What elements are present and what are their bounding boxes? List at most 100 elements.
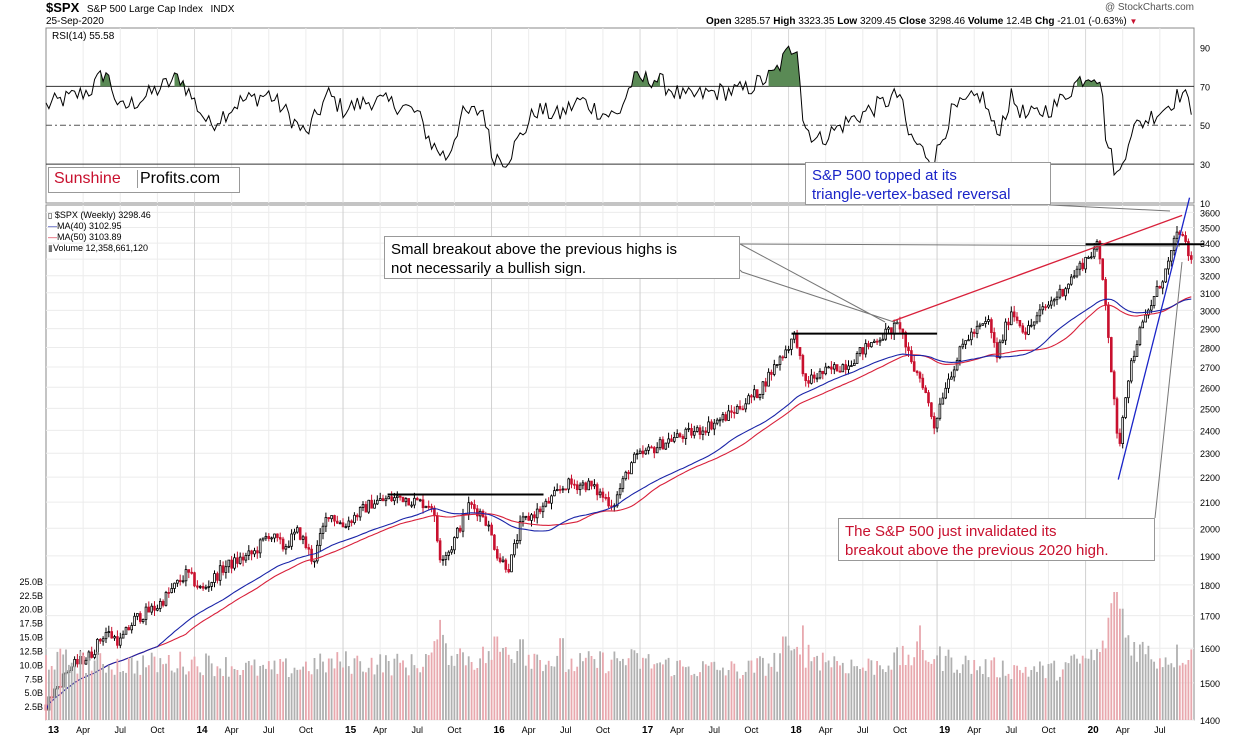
volume-bar [205, 653, 207, 720]
candle-body [693, 430, 696, 436]
candle-body [747, 395, 750, 405]
volume-bar [536, 654, 539, 720]
volume-bar [416, 668, 419, 720]
candle-body [1110, 337, 1113, 373]
candle-body [1152, 295, 1156, 306]
price-tick-label: 2200 [1200, 473, 1220, 483]
candle-body [250, 550, 253, 555]
volume-tick-label: 7.5B [24, 674, 43, 684]
volume-bar [510, 659, 513, 720]
candle-body [1084, 256, 1087, 270]
volume-bar [162, 664, 164, 720]
candle-body [373, 503, 376, 509]
volume-bar [542, 671, 544, 720]
candle-body [964, 340, 967, 345]
candle-body [1024, 331, 1027, 335]
volume-bar [1010, 679, 1013, 720]
volume-bar [110, 669, 113, 720]
legend-volume: ▮Volume 12,358,661,120 [48, 243, 149, 253]
volume-bar [1176, 644, 1178, 720]
volume-bar [924, 660, 927, 720]
candle-body [350, 520, 353, 524]
volume-bar [222, 676, 224, 720]
ma50-swatch-icon: — [48, 232, 57, 242]
candle-body [855, 352, 859, 364]
candle-body [1132, 355, 1136, 362]
volume-bar [864, 670, 867, 720]
volume-bar [319, 653, 322, 720]
candle-body [244, 555, 248, 561]
volume-bar [1067, 663, 1070, 720]
candle-body [307, 547, 311, 550]
volume-bar [1013, 665, 1016, 720]
volume-bar [82, 655, 84, 720]
candle-body [824, 366, 827, 375]
volume-bar [1147, 645, 1150, 720]
candle-body [798, 346, 802, 356]
candle-body [224, 566, 228, 573]
volume-bar [504, 647, 507, 720]
volume-bar [713, 661, 716, 720]
x-tick-label: Apr [373, 725, 387, 735]
x-tick-label: Jul [1154, 725, 1166, 735]
candle-body [398, 495, 402, 498]
ohlc-summary: Open 3285.57 High 3323.35 Low 3209.45 Cl… [706, 16, 1137, 27]
candle-body [710, 421, 713, 430]
candle-body [535, 508, 539, 519]
volume-bar [73, 665, 76, 720]
candle-body [455, 527, 459, 538]
volume-bar [659, 662, 661, 720]
volume-bar [673, 675, 676, 720]
volume-bar [122, 671, 124, 720]
candle-body [875, 340, 879, 343]
candle-body [898, 322, 902, 330]
volume-bar [564, 672, 567, 720]
candle-body [741, 408, 745, 411]
volume-bar [753, 672, 756, 720]
volume-bar [530, 668, 533, 720]
volume-bar [247, 661, 250, 720]
volume-bar [570, 658, 573, 720]
candle-body [790, 338, 793, 350]
volume-bar [490, 659, 493, 720]
candle-body [1141, 321, 1145, 329]
candle-body [978, 324, 982, 327]
volume-bar [282, 661, 284, 720]
candle-body [298, 527, 302, 540]
volume-bar [487, 651, 490, 720]
candle-body [935, 417, 939, 429]
volume-bar [362, 671, 364, 720]
candle-body [1127, 380, 1130, 399]
candle-body [418, 499, 422, 502]
candle-body [707, 421, 710, 433]
candle-body [641, 450, 645, 455]
candle-body [713, 422, 716, 430]
callout-pointer-invalidated [1154, 261, 1183, 519]
volume-bar [707, 665, 710, 720]
volume-bar [1041, 665, 1044, 720]
candle-body [550, 495, 553, 504]
volume-bar [830, 667, 833, 720]
volume-bar [930, 663, 933, 720]
price-tick-label: 3000 [1200, 306, 1220, 316]
candle-body [121, 633, 125, 639]
candle-body [461, 513, 465, 532]
volume-bar [1150, 659, 1153, 720]
volume-bar [296, 669, 299, 720]
price-tick-label: 2900 [1200, 325, 1220, 335]
candle-body [73, 659, 76, 668]
volume-bar [896, 647, 898, 720]
candle-body [230, 559, 234, 569]
volume-bar [776, 671, 779, 720]
candle-body [216, 573, 219, 581]
candle-body [761, 381, 765, 395]
volume-bar [1136, 661, 1138, 720]
candle-body [838, 370, 842, 373]
volume-bar [442, 634, 444, 720]
volume-bar [1004, 675, 1007, 720]
candle-body [547, 500, 550, 504]
candle-body [1007, 321, 1010, 326]
volume-bar [819, 670, 821, 720]
volume-bar [413, 665, 416, 720]
candle-body [361, 504, 365, 508]
